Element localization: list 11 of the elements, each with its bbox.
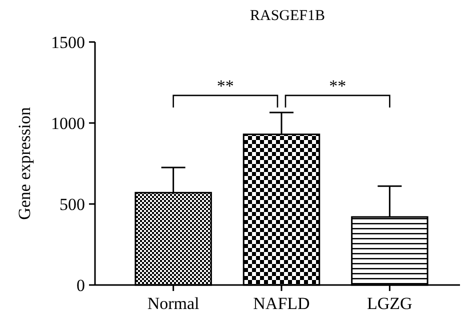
y-tick-label: 1500 <box>51 32 85 52</box>
x-tick-label: NAFLD <box>253 294 310 313</box>
y-tick-label: 0 <box>76 276 85 295</box>
x-tick-label: LGZG <box>367 294 412 313</box>
chart-title: RASGEF1B <box>250 8 326 24</box>
y-tick-label: 500 <box>60 194 85 214</box>
annotation: ** <box>329 76 346 96</box>
x-tick-label: Normal <box>147 294 200 313</box>
y-tick-label: 1000 <box>51 114 85 133</box>
y-axis-title: Gene expression <box>15 106 34 220</box>
annotation: ** <box>216 76 234 96</box>
